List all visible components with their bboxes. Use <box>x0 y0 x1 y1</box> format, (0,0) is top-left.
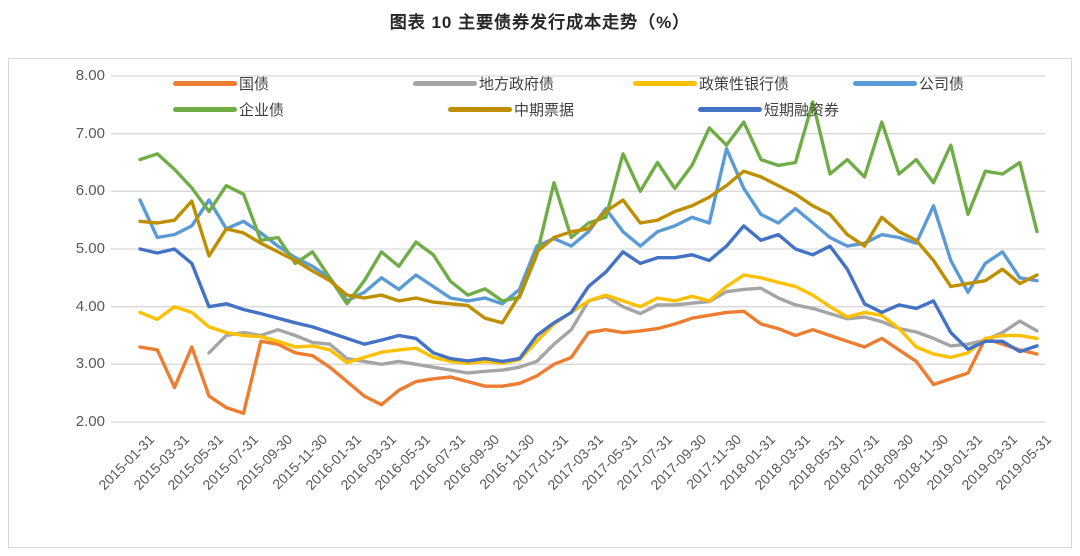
series-line-6 <box>138 224 1039 364</box>
mtn-line-swatch <box>448 106 512 112</box>
y-axis-tick-label: 5.00 <box>75 240 105 257</box>
legend-item-local-gov-bond: 地方政府债 <box>413 73 554 93</box>
y-axis-tick-label: 7.00 <box>75 124 105 142</box>
y-axis-tick-label: 4.00 <box>75 297 105 315</box>
y-axis-tick-label: 3.00 <box>75 355 105 373</box>
series-line-0 <box>138 309 1039 415</box>
y-axis-tick-label: 8.00 <box>75 67 105 84</box>
legend-item-short-term-financing-bill: 短期融资券 <box>698 99 839 119</box>
legend-item-enterprise-bond: 企业债 <box>173 99 284 119</box>
legend-label: 中期票据 <box>514 101 575 119</box>
corporate-bond-line-swatch <box>853 80 917 86</box>
legend-item-mtn: 中期票据 <box>448 99 574 119</box>
y-axis-tick-label: 6.00 <box>75 182 105 200</box>
chart-legend: 国债 地方政府债 政策性银行债 公司债 企业债 中期票据 短期融资券 <box>9 59 1071 129</box>
policy-bank-bond-line-swatch <box>633 80 697 86</box>
series-line-5 <box>138 169 1039 325</box>
short-term-financing-bill-line-swatch <box>698 106 762 112</box>
legend-item-treasury-bond: 国债 <box>173 73 269 93</box>
y-axis-tick-label: 2.00 <box>75 413 105 430</box>
legend-label: 国债 <box>239 75 270 93</box>
chart-svg <box>111 75 1045 423</box>
series-line-2 <box>138 273 1039 365</box>
page-title: 图表 10 主要债券发行成本走势（%） <box>389 13 691 32</box>
legend-item-policy-bank-bond: 政策性银行债 <box>633 73 789 93</box>
legend-label: 地方政府债 <box>479 75 555 93</box>
treasury-bond-line-swatch <box>173 80 237 86</box>
legend-label: 短期融资券 <box>764 101 840 119</box>
enterprise-bond-line-swatch <box>173 106 237 112</box>
legend-item-corporate-bond: 公司债 <box>853 73 964 93</box>
legend-label: 政策性银行债 <box>699 75 790 93</box>
chart-panel: 国债 地方政府债 政策性银行债 公司债 企业债 中期票据 短期融资券 8.00 7… <box>8 58 1072 548</box>
local-gov-bond-line-swatch <box>413 80 477 86</box>
legend-label: 企业债 <box>239 101 285 119</box>
series-line-4 <box>138 100 1039 306</box>
legend-label: 公司债 <box>919 75 965 93</box>
